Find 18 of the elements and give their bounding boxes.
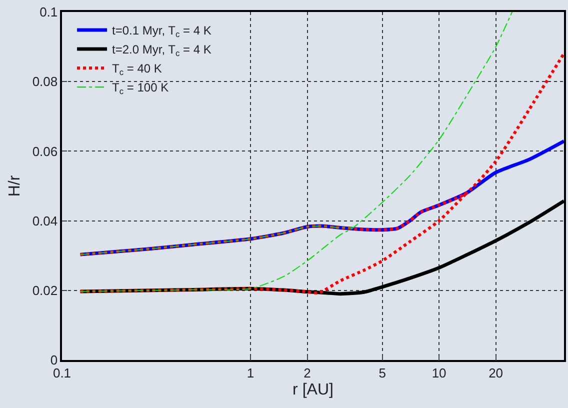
legend-label: t=2.0 Myr, T$_{c}$ = 4 K bbox=[112, 42, 212, 58]
x-tick-label: 20 bbox=[488, 365, 504, 380]
y-axis-title: H/r bbox=[6, 174, 24, 197]
x-tick-label: 10 bbox=[432, 365, 446, 380]
x-tick-label: 1 bbox=[246, 365, 254, 380]
x-tick-label: 2 bbox=[304, 365, 311, 380]
x-axis-title: r [AU] bbox=[292, 382, 334, 399]
y-tick-label: 0.02 bbox=[32, 282, 58, 298]
y-tick-label: 0 bbox=[50, 352, 58, 368]
y-tick-label: 0.06 bbox=[32, 144, 58, 159]
legend-label: T$_{c}$ = 100 K bbox=[112, 80, 169, 96]
x-tick-label: 0.1 bbox=[52, 365, 72, 380]
legend-label: T$_{c}$ = 40 K bbox=[112, 62, 162, 78]
legend-label: t=0.1 Myr, T$_{c}$ = 4 K bbox=[112, 24, 212, 40]
y-tick-label: 0.08 bbox=[32, 74, 58, 90]
y-tick-label: 0.04 bbox=[32, 213, 58, 228]
y-tick-label: 0.1 bbox=[40, 4, 58, 20]
x-tick-label: 5 bbox=[378, 365, 386, 380]
